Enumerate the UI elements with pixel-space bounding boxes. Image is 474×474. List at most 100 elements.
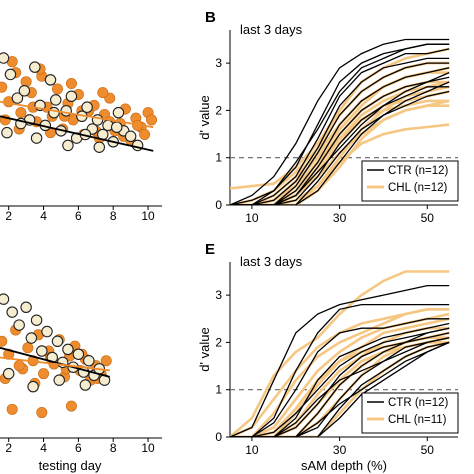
data-point — [30, 314, 43, 326]
data-point — [146, 114, 158, 126]
legend-label: CHL (n=11) — [388, 414, 447, 426]
panel-label: B — [205, 9, 216, 26]
data-point — [4, 68, 17, 81]
legend-box — [361, 160, 459, 202]
y-tick-label: 3 — [215, 56, 222, 70]
legend-label: CTR (n=12) — [388, 397, 449, 409]
data-point — [79, 379, 92, 391]
y-axis-label: d' value — [197, 327, 212, 371]
data-point — [18, 85, 31, 97]
legend-label: CTR (n=12) — [388, 165, 449, 177]
x-tick-label: 30 — [333, 443, 347, 457]
data-point — [48, 106, 60, 119]
data-point — [83, 354, 95, 367]
y-tick-label: 1 — [215, 383, 222, 397]
data-point — [53, 374, 65, 386]
data-point — [36, 345, 48, 357]
trend-line — [0, 115, 154, 152]
data-point — [13, 360, 25, 372]
ctr-animal-line — [230, 81, 450, 205]
data-point — [112, 106, 125, 119]
data-point — [30, 132, 43, 144]
chl-animal-line — [230, 308, 450, 437]
data-point — [124, 130, 137, 143]
data-point — [13, 319, 25, 331]
ctr-animal-line — [230, 90, 450, 205]
x-tick-label: 10 — [245, 211, 259, 225]
data-point — [139, 128, 151, 140]
x-tick-label: 6 — [75, 441, 82, 455]
ctr-animal-line — [230, 327, 450, 437]
x-tick-label: 4 — [40, 441, 47, 455]
data-point — [93, 141, 106, 153]
x-tick-label: 8 — [110, 441, 117, 455]
chl-animal-line — [230, 104, 450, 205]
ctr-animal-line — [230, 318, 450, 437]
x-tick-label: 2 — [5, 441, 12, 455]
chl-animal-line — [230, 270, 450, 437]
y-tick-label: 1 — [215, 151, 222, 165]
ctr-animal-line — [230, 72, 450, 205]
ctr-animal-line — [230, 341, 450, 437]
chl-animal-line — [230, 85, 450, 205]
data-point — [65, 78, 77, 90]
data-point — [2, 367, 15, 380]
data-point — [6, 403, 18, 415]
data-point — [6, 306, 18, 318]
data-point — [22, 342, 34, 354]
data-point — [65, 90, 78, 103]
data-point — [51, 335, 64, 348]
trend-line — [0, 100, 154, 129]
x-axis-label: sAM depth (%) — [301, 458, 387, 473]
ctr-animal-line — [230, 322, 450, 437]
trend-line — [0, 346, 110, 378]
ctr-animal-line — [230, 43, 450, 205]
x-tick-label: 10 — [141, 209, 155, 223]
x-tick-label: 6 — [75, 209, 82, 223]
y-tick-label: 0 — [215, 198, 222, 212]
ctr-animal-line — [230, 341, 450, 437]
data-point — [44, 74, 57, 86]
x-tick-label: 10 — [245, 443, 259, 457]
data-point — [1, 126, 13, 139]
data-point — [100, 355, 112, 367]
y-tick-label: 0 — [215, 430, 222, 444]
data-point — [27, 380, 39, 393]
data-point — [36, 407, 48, 419]
panel-annotation: last 3 days — [240, 22, 303, 37]
data-point — [97, 87, 109, 99]
ctr-animal-line — [230, 303, 450, 437]
x-tick-label: 2 — [5, 209, 12, 223]
ctr-animal-line — [230, 67, 450, 205]
ctr-animal-line — [230, 48, 450, 205]
ctr-animal-line — [230, 57, 450, 205]
legend-box — [361, 392, 459, 434]
data-point — [11, 92, 24, 104]
data-point — [65, 400, 77, 412]
data-point — [20, 301, 32, 314]
trend-line — [0, 356, 110, 372]
x-tick-label: 50 — [421, 443, 435, 457]
chl-animal-line — [230, 47, 450, 190]
data-point — [38, 368, 50, 380]
ctr-animal-line — [230, 38, 450, 205]
x-axis-label: testing day — [39, 458, 102, 473]
data-point — [72, 348, 85, 360]
data-point — [110, 121, 123, 133]
ctr-animal-line — [230, 62, 450, 205]
y-tick-label: 2 — [215, 335, 222, 349]
data-point — [62, 139, 74, 152]
ctr-animal-line — [230, 337, 450, 437]
data-point — [0, 81, 8, 93]
panel-label: E — [205, 241, 215, 258]
x-tick-label: 10 — [141, 441, 155, 455]
data-point — [0, 335, 8, 347]
y-tick-label: 3 — [215, 288, 222, 302]
ctr-animal-line — [230, 327, 450, 437]
y-axis-label: d' value — [197, 95, 212, 139]
data-point — [0, 293, 10, 305]
ctr-animal-line — [230, 76, 450, 205]
data-point — [49, 94, 62, 106]
ctr-animal-line — [230, 337, 450, 437]
